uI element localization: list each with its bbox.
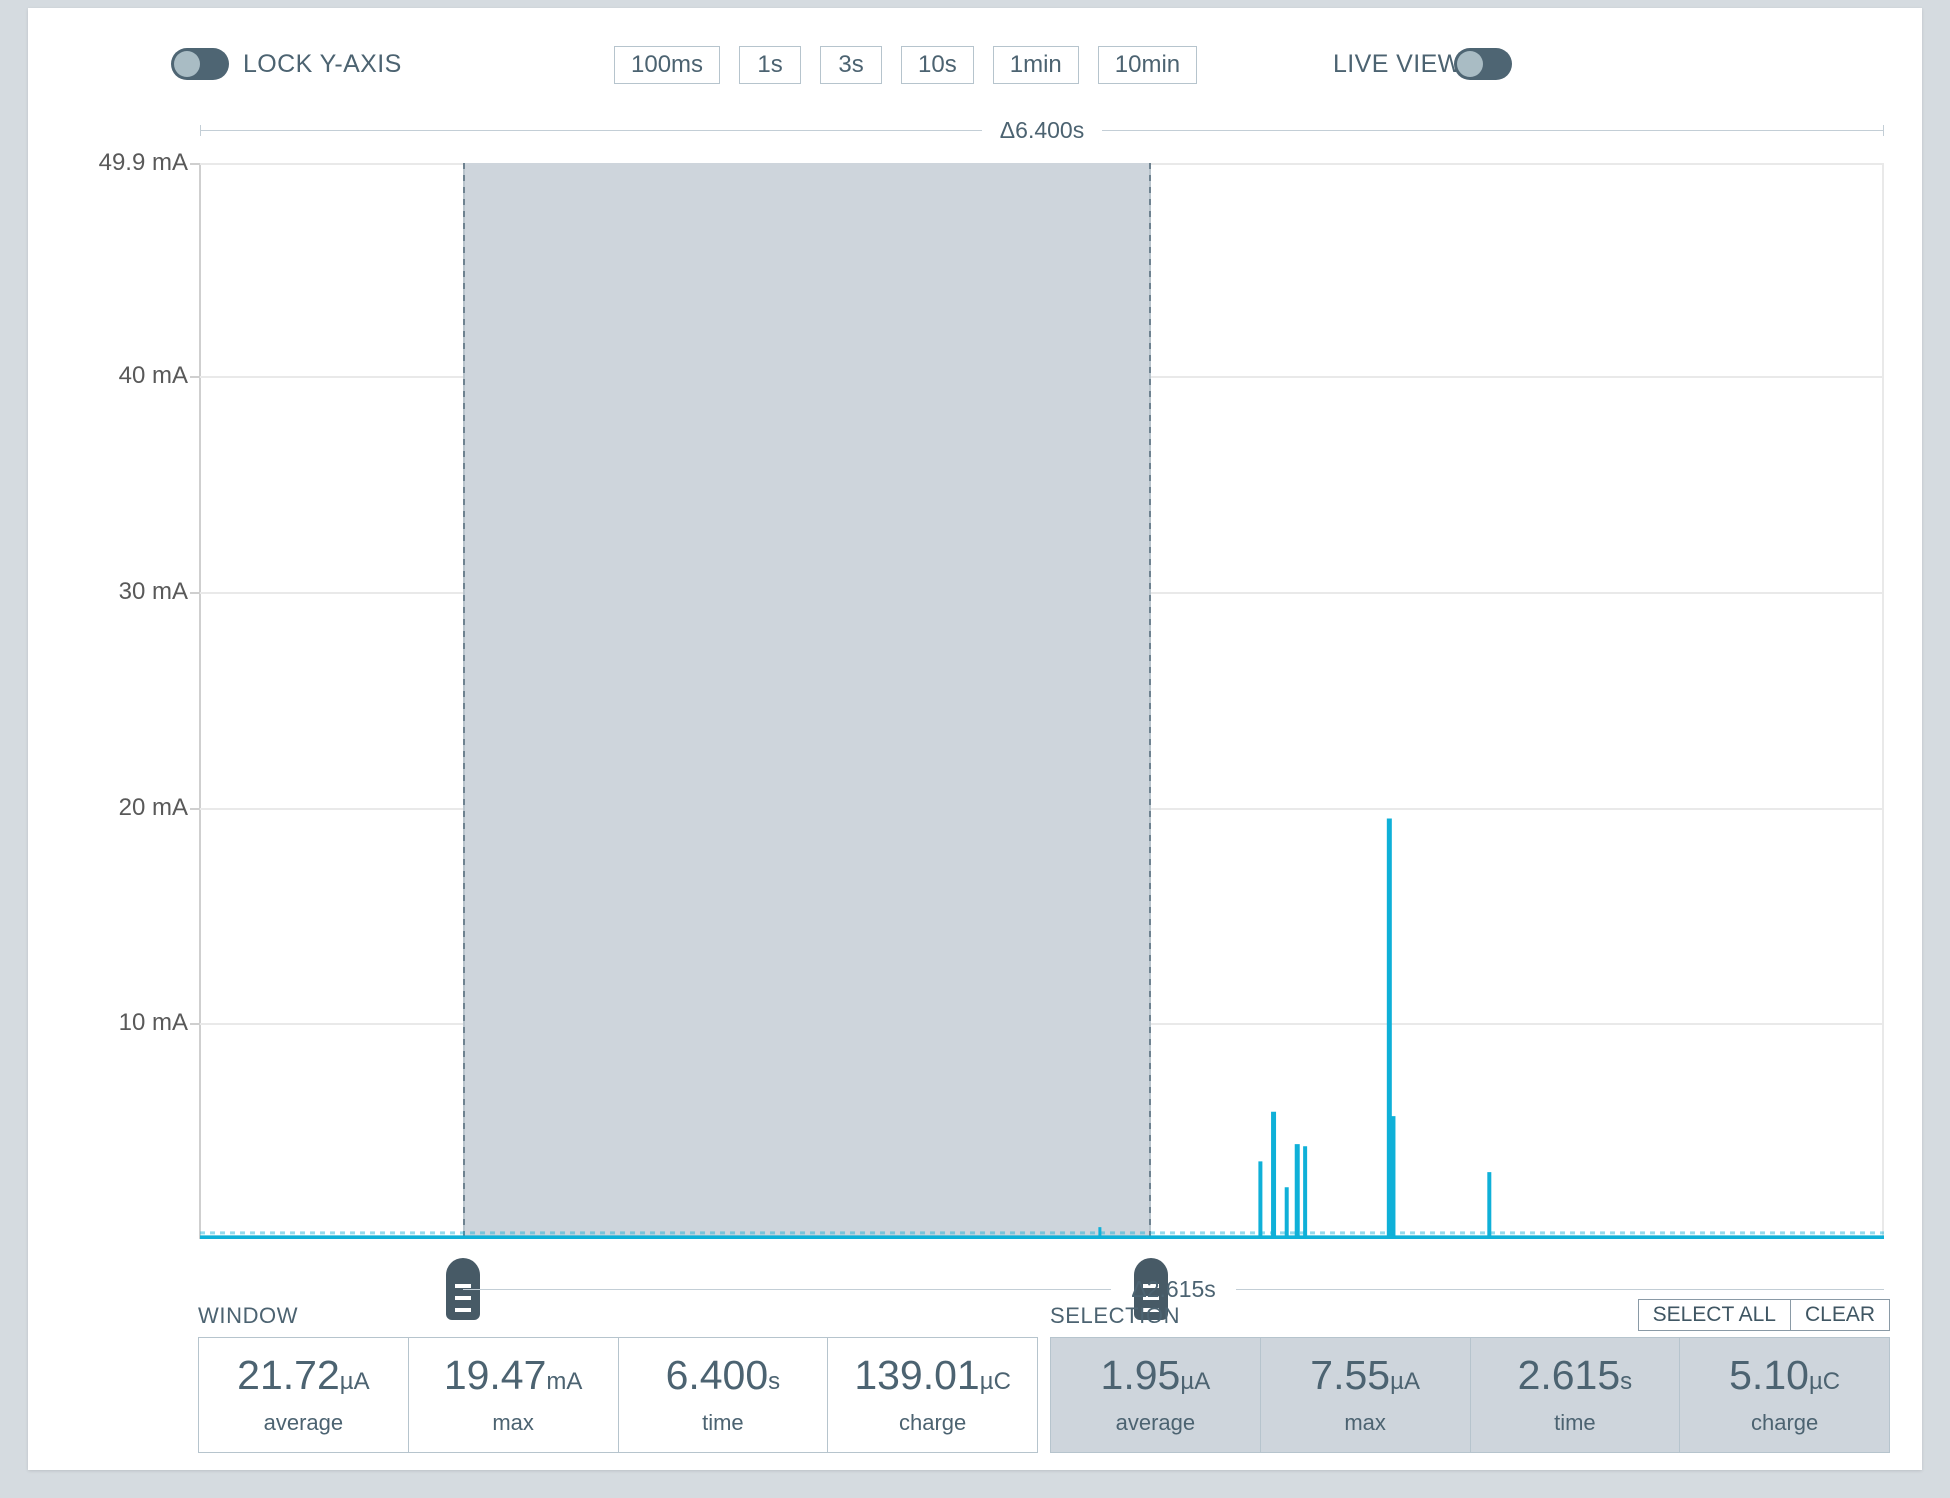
y-axis-tick-label: 49.9 mA: [98, 149, 188, 176]
window-stat-unit: s: [768, 1367, 781, 1395]
window-stat-unit: µC: [979, 1367, 1011, 1395]
selection-stat-cell: 7.55µA max: [1261, 1338, 1471, 1452]
window-duration-label: Δ6.400s: [999, 116, 1085, 143]
window-stats-panel: WINDOW 21.72µA average 19.47mA max 6.400s tim…: [198, 1303, 1038, 1453]
selection-edge-left[interactable]: [463, 163, 466, 1239]
range-button-10s[interactable]: 10s: [901, 46, 974, 84]
plot-area[interactable]: [200, 163, 1884, 1239]
window-stat-cell: 19.47mA max: [409, 1338, 619, 1452]
handle-grip-line: [455, 1284, 472, 1288]
handle-grip-line: [455, 1296, 472, 1300]
statistics-row: WINDOW 21.72µA average 19.47mA max 6.400s tim…: [28, 1299, 1922, 1463]
ruler-line-right: [1102, 129, 1885, 131]
selection-stat-unit: s: [1620, 1367, 1633, 1395]
selection-stat-unit: µA: [1180, 1367, 1211, 1395]
y-axis-tick-label: 10 mA: [118, 1009, 188, 1037]
range-button-1s[interactable]: 1s: [739, 46, 802, 84]
selection-stats-panel: SELECTION SELECT ALL CLEAR 1.95µA average…: [1050, 1299, 1890, 1453]
range-button-3s[interactable]: 3s: [820, 46, 883, 84]
y-axis-tick: [190, 376, 200, 379]
y-axis-labels: 49.9 mA 40 mA 30 mA 20 mA 10 mA: [28, 149, 188, 1239]
selection-edge-right[interactable]: [1149, 163, 1152, 1239]
window-stat-cell: 21.72µA average: [199, 1338, 409, 1452]
y-axis-tick: [190, 1023, 200, 1026]
selection-handle-right[interactable]: [1134, 1258, 1169, 1320]
handle-grip-line: [1143, 1296, 1160, 1300]
power-chart[interactable]: 49.9 mA 40 mA 30 mA 20 mA 10 mA: [28, 148, 1922, 1258]
window-stat-label: max: [492, 1409, 534, 1435]
toggle-knob: [174, 51, 200, 77]
window-stat-label: charge: [898, 1409, 967, 1435]
window-stat-label: time: [702, 1409, 744, 1435]
window-stat-value: 139.01µC: [854, 1351, 1011, 1398]
select-all-button[interactable]: SELECT ALL: [1637, 1299, 1791, 1331]
window-ruler-tick-left: [200, 125, 201, 136]
selection-stat-label: charge: [1750, 1409, 1819, 1435]
ruler-line-left: [200, 129, 982, 131]
y-axis-tick-label: 40 mA: [118, 362, 188, 390]
selection-stat-value: 7.55µA: [1310, 1351, 1420, 1398]
time-range-button-group: 100ms 1s 3s 10s 1min 10min: [614, 46, 1198, 84]
range-button-10min[interactable]: 10min: [1097, 46, 1198, 84]
window-stat-label: average: [263, 1409, 344, 1435]
window-stat-value: 21.72µA: [237, 1351, 370, 1398]
live-view-label: LIVE VIEW: [1333, 50, 1462, 78]
selection-panel-title: SELECTION: [1050, 1303, 1181, 1328]
window-stat-value: 19.47mA: [443, 1351, 583, 1398]
range-button-100ms[interactable]: 100ms: [614, 46, 721, 84]
clear-selection-button[interactable]: CLEAR: [1790, 1299, 1890, 1331]
ruler-line-left: [463, 1288, 1112, 1290]
selection-handles: [28, 1258, 1922, 1320]
selection-stat-unit: µC: [1808, 1367, 1841, 1395]
lock-y-axis-toggle[interactable]: [171, 48, 229, 80]
selection-stat-value: 5.10µC: [1729, 1351, 1841, 1398]
ruler-line-right: [1235, 1288, 1885, 1290]
range-button-1min[interactable]: 1min: [992, 46, 1079, 84]
y-axis-tick-label: 30 mA: [118, 578, 188, 606]
window-stat-unit: µA: [339, 1367, 370, 1395]
selection-duration-ruler: Δ2.615s: [463, 1274, 1885, 1304]
window-ruler-tick-right: [1883, 125, 1884, 136]
window-stat-unit: mA: [546, 1367, 583, 1395]
y-axis-tick: [190, 592, 200, 595]
window-duration-ruler: Δ6.400s: [200, 113, 1885, 147]
handle-grip-line: [1143, 1308, 1160, 1312]
selection-duration-label: Δ2.615s: [1131, 1275, 1216, 1302]
selection-stat-label: time: [1554, 1409, 1596, 1435]
vertical-gridline: [1882, 163, 1884, 1239]
current-waveform: [200, 818, 1884, 1239]
selection-stat-label: max: [1344, 1409, 1386, 1435]
selection-stat-cell: 1.95µA average: [1051, 1338, 1261, 1452]
selection-panel-header: SELECTION SELECT ALL CLEAR: [1050, 1299, 1890, 1337]
selection-stat-cell: 5.10µC charge: [1680, 1338, 1889, 1452]
selection-stat-cells: 1.95µA average 7.55µA max 2.615s time 5.10µC ch…: [1050, 1337, 1890, 1453]
y-axis-line: [199, 163, 201, 1239]
live-view-toggle[interactable]: [1454, 48, 1512, 80]
window-stat-cell: 139.01µC charge: [828, 1338, 1037, 1452]
window-panel-header: WINDOW: [198, 1303, 1038, 1337]
selection-band[interactable]: [463, 163, 1152, 1239]
handle-grip-line: [455, 1308, 472, 1312]
y-axis-tick: [190, 807, 200, 810]
profiler-card: LOCK Y-AXIS 100ms 1s 3s 10s 1min 10min L…: [28, 8, 1922, 1470]
selection-stat-cell: 2.615s time: [1471, 1338, 1681, 1452]
handle-grip-line: [1143, 1284, 1160, 1288]
window-stat-value: 6.400s: [665, 1351, 781, 1398]
selection-stat-value: 2.615s: [1517, 1351, 1633, 1398]
window-stat-cells: 21.72µA average 19.47mA max 6.400s time 139.01…: [198, 1337, 1038, 1453]
selection-actions: SELECT ALL CLEAR: [1637, 1299, 1890, 1331]
window-panel-title: WINDOW: [198, 1303, 299, 1328]
y-axis-tick-label: 20 mA: [118, 793, 188, 821]
selection-stat-unit: µA: [1390, 1367, 1420, 1395]
toggle-knob: [1457, 51, 1483, 77]
chart-toolbar: LOCK Y-AXIS 100ms 1s 3s 10s 1min 10min L…: [28, 8, 1922, 100]
window-stat-cell: 6.400s time: [619, 1338, 829, 1452]
selection-stat-label: average: [1115, 1409, 1196, 1435]
y-axis-tick: [190, 163, 200, 165]
selection-stat-value: 1.95µA: [1100, 1351, 1211, 1398]
lock-y-axis-label: LOCK Y-AXIS: [243, 50, 402, 78]
